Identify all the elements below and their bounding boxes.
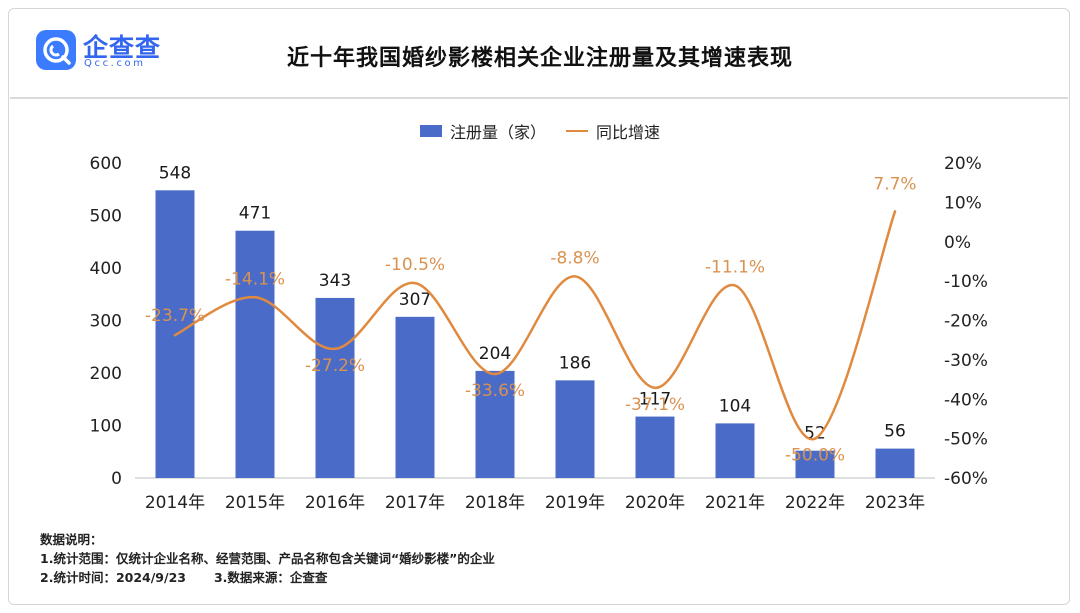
growth-point xyxy=(893,210,897,213)
y-left-tick-label: 600 xyxy=(90,154,122,174)
bar-value-label: 471 xyxy=(239,204,271,224)
y-right-tick-label: -20% xyxy=(944,312,988,332)
bar xyxy=(475,370,515,478)
growth-point xyxy=(813,437,817,440)
y-left-tick-label: 200 xyxy=(90,364,122,384)
bar xyxy=(315,297,355,478)
legend-line-swatch xyxy=(566,130,588,132)
y-right-tick-label: -60% xyxy=(944,469,988,489)
growth-line xyxy=(173,210,897,441)
growth-point xyxy=(173,333,177,337)
y-right-tick-label: 10% xyxy=(944,193,982,213)
bar xyxy=(635,416,675,478)
data-notes: 数据说明： 1.统计范围：仅统计企业名称、经营范围、产品名称包含关键词“婚纱影楼… xyxy=(40,530,495,587)
x-tick-label: 2021年 xyxy=(705,493,765,513)
notes-heading: 数据说明： xyxy=(40,532,103,547)
notes-time: 2.统计时间：2024/9/23 xyxy=(40,570,186,585)
brand-domain: Qcc.com xyxy=(84,58,146,69)
x-tick-label: 2020年 xyxy=(625,493,685,513)
title-divider xyxy=(10,97,1068,99)
chart-legend: 注册量（家） 同比增速 xyxy=(0,120,1080,142)
growth-point xyxy=(493,372,497,376)
bar xyxy=(555,380,595,478)
growth-value-label: -33.6% xyxy=(465,381,525,401)
x-tick-label: 2022年 xyxy=(785,493,845,513)
bar-value-label: 186 xyxy=(559,353,591,373)
y-left-tick-label: 500 xyxy=(90,207,122,227)
bar xyxy=(715,423,755,478)
x-tick-label: 2018年 xyxy=(465,493,525,513)
brand-name: 企查查 xyxy=(83,33,162,62)
bar-value-label: 548 xyxy=(159,163,191,183)
growth-value-label: -11.1% xyxy=(705,257,765,277)
y-right-tick-label: -40% xyxy=(944,390,988,410)
y-right-tick-label: -10% xyxy=(944,272,988,292)
growth-value-label: -8.8% xyxy=(550,248,599,268)
notes-source: 3.数据来源：企查查 xyxy=(213,570,328,585)
growth-value-label: -50.0% xyxy=(785,446,845,466)
notes-scope: 1.统计范围：仅统计企业名称、经营范围、产品名称包含关键词“婚纱影楼”的企业 xyxy=(40,551,495,566)
legend-line-label: 同比增速 xyxy=(596,123,661,142)
bar xyxy=(395,316,435,478)
bar-value-label: 117 xyxy=(639,390,671,410)
brand-logo: 企查查 Qcc.com xyxy=(36,26,176,74)
bar-value-label: 307 xyxy=(399,290,431,310)
growth-value-label: -27.2% xyxy=(305,356,365,376)
legend-bar-swatch xyxy=(419,125,442,137)
legend-item-bar: 注册量（家） xyxy=(419,119,546,143)
bar xyxy=(795,450,835,478)
growth-value-label: -10.5% xyxy=(385,255,445,275)
y-right-tick-label: -30% xyxy=(944,351,988,371)
y-left-tick-label: 0 xyxy=(111,469,122,489)
y-right-tick-label: 0% xyxy=(944,233,971,253)
x-tick-label: 2014年 xyxy=(145,493,205,513)
legend-item-line: 同比增速 xyxy=(566,119,660,143)
growth-point xyxy=(333,347,337,351)
growth-value-label: -37.1% xyxy=(625,395,685,415)
growth-point xyxy=(413,281,417,285)
bar xyxy=(235,230,275,478)
growth-value-label: -23.7% xyxy=(145,306,205,326)
growth-point xyxy=(253,296,257,299)
growth-point xyxy=(653,386,657,390)
growth-point xyxy=(733,284,737,287)
bar xyxy=(875,448,915,478)
x-tick-label: 2023年 xyxy=(865,493,925,513)
qcc-logo-icon xyxy=(36,30,76,70)
x-tick-label: 2019年 xyxy=(545,493,605,513)
bar-value-label: 104 xyxy=(719,396,751,416)
y-right-tick-label: 20% xyxy=(944,154,982,174)
bar-value-label: 52 xyxy=(804,424,826,444)
bar-value-label: 56 xyxy=(884,422,906,442)
x-tick-label: 2016年 xyxy=(305,493,365,513)
y-left-tick-label: 300 xyxy=(90,312,122,332)
notes-time-source: 2.统计时间：2024/9/23 3.数据来源：企查查 xyxy=(40,568,495,587)
x-tick-label: 2017年 xyxy=(385,493,445,513)
y-right-tick-label: -50% xyxy=(944,430,988,450)
legend-bar-label: 注册量（家） xyxy=(449,123,546,142)
growth-value-label: -14.1% xyxy=(225,269,285,289)
growth-point xyxy=(573,275,577,278)
y-left-tick-label: 400 xyxy=(90,259,122,279)
bar-value-label: 204 xyxy=(479,344,511,364)
y-left-tick-label: 100 xyxy=(90,417,122,437)
growth-value-label: 7.7% xyxy=(873,174,916,194)
chart-frame xyxy=(8,8,1070,605)
bar-value-label: 343 xyxy=(319,271,351,291)
chart-title: 近十年我国婚纱影楼相关企业注册量及其增速表现 xyxy=(286,46,793,71)
x-tick-label: 2015年 xyxy=(225,493,285,513)
